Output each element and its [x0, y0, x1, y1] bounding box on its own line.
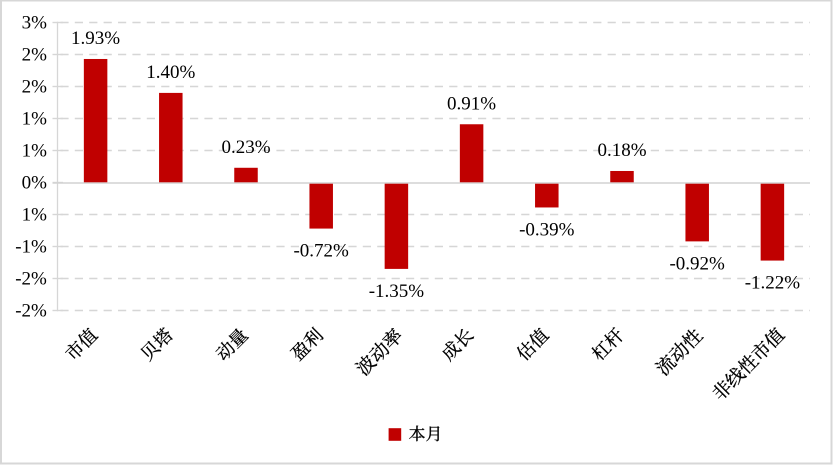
- svg-text:-1.22%: -1.22%: [745, 273, 801, 294]
- svg-text:-2%: -2%: [15, 300, 47, 321]
- svg-text:1.93%: 1.93%: [71, 28, 120, 49]
- svg-text:0.91%: 0.91%: [447, 93, 496, 114]
- svg-text:-0.92%: -0.92%: [669, 253, 725, 274]
- svg-text:0.23%: 0.23%: [221, 137, 270, 158]
- svg-text:-2%: -2%: [15, 268, 47, 289]
- svg-text:2%: 2%: [22, 76, 48, 97]
- svg-text:-0.39%: -0.39%: [519, 219, 575, 240]
- svg-text:0.18%: 0.18%: [597, 140, 646, 161]
- svg-text:0%: 0%: [22, 172, 48, 193]
- svg-text:1%: 1%: [22, 140, 48, 161]
- svg-text:1%: 1%: [22, 204, 48, 225]
- svg-text:1%: 1%: [22, 108, 48, 129]
- svg-text:2%: 2%: [22, 44, 48, 65]
- svg-text:-0.72%: -0.72%: [293, 241, 349, 262]
- svg-text:-1.35%: -1.35%: [369, 281, 425, 302]
- svg-text:-1%: -1%: [15, 236, 47, 257]
- svg-text:3%: 3%: [22, 12, 48, 33]
- svg-text:1.40%: 1.40%: [146, 62, 195, 83]
